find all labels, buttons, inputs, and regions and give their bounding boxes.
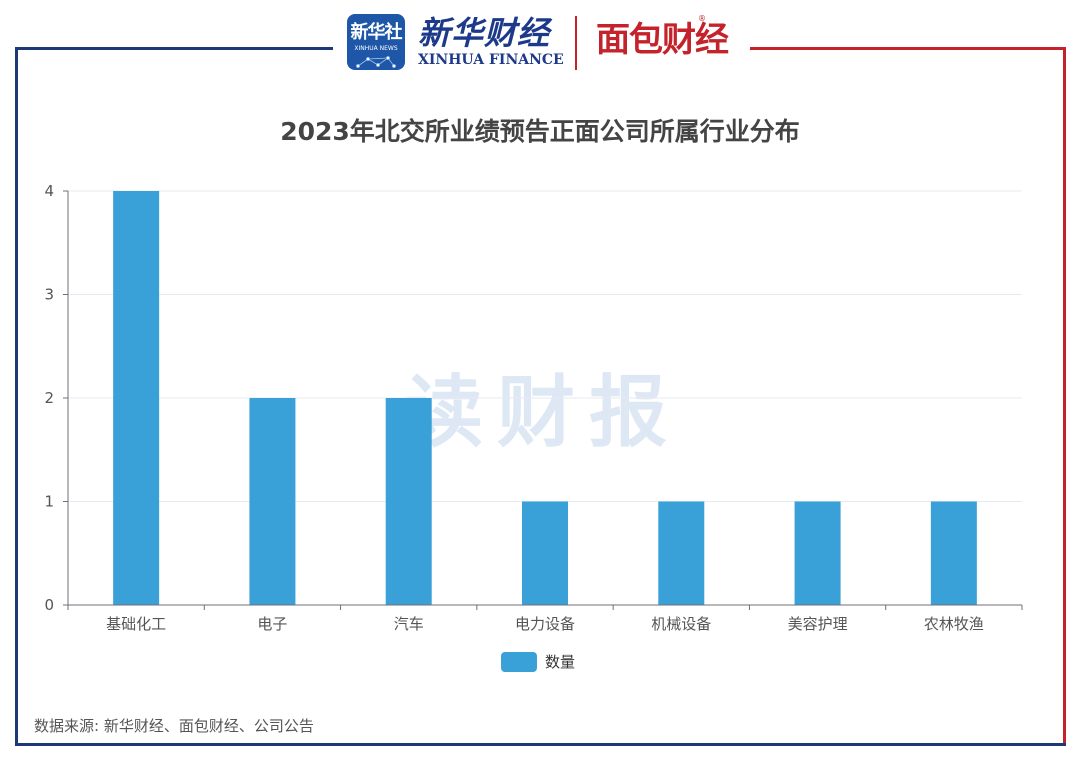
x-tick-label: 美容护理 <box>788 615 848 633</box>
x-tick-label: 电子 <box>257 615 287 633</box>
y-tick-label: 0 <box>44 596 54 614</box>
registered-mark: ® <box>698 14 706 23</box>
xinhua-finance-logo-en: XINHUA FINANCE <box>418 52 564 68</box>
frame-right-line <box>1063 47 1066 746</box>
x-tick-label: 汽车 <box>394 615 424 633</box>
bar[interactable] <box>794 501 841 606</box>
xinhua-news-logo: 新华社 XINHUA NEWS <box>347 14 405 70</box>
bar[interactable] <box>930 501 977 606</box>
legend-label[interactable]: 数量 <box>545 653 575 671</box>
mianbao-finance-logo: 面包财经 <box>596 20 729 60</box>
data-source-note: 数据来源: 新华财经、面包财经、公司公告 <box>34 717 314 735</box>
xinhua-badge-text: 新华社 <box>350 22 403 43</box>
logo-divider <box>575 16 577 70</box>
bar[interactable] <box>658 501 705 606</box>
xinhua-badge-en-text: XINHUA NEWS <box>354 45 398 52</box>
legend-swatch[interactable] <box>501 652 537 672</box>
frame-top-left-line <box>15 47 333 50</box>
x-tick-label: 机械设备 <box>651 615 711 633</box>
xinhua-finance-logo-cn: 新华财经 <box>418 14 551 52</box>
watermark: 读财报 <box>405 368 682 458</box>
x-tick-label: 基础化工 <box>106 615 166 633</box>
chart-title: 2023年北交所业绩预告正面公司所属行业分布 <box>280 117 800 146</box>
y-tick-label: 2 <box>44 389 54 407</box>
bar[interactable] <box>113 191 160 605</box>
y-tick-label: 3 <box>44 286 54 304</box>
x-tick-label: 电力设备 <box>515 615 575 633</box>
y-tick-label: 1 <box>44 493 54 511</box>
bar[interactable] <box>385 398 432 605</box>
frame-left-line <box>15 47 18 746</box>
frame-bottom-line <box>15 743 1066 746</box>
frame-top-right-line <box>750 47 1066 50</box>
bar[interactable] <box>522 501 568 606</box>
bar[interactable] <box>249 398 296 605</box>
network-icon <box>356 56 396 68</box>
y-tick-label: 4 <box>44 182 54 200</box>
x-tick-label: 农林牧渔 <box>924 615 984 633</box>
